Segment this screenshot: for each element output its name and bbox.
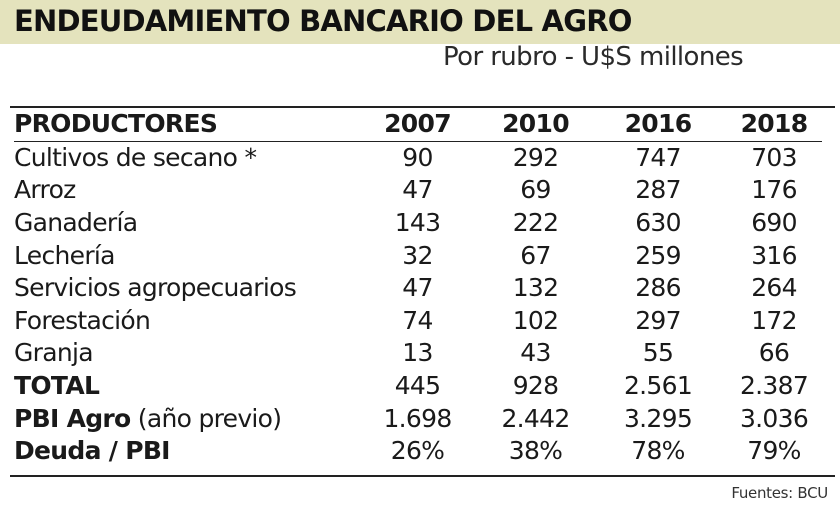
table-cell: 3.295 [623, 403, 693, 433]
column-header-2007: 2007 [354, 108, 481, 142]
table-cell: 78% [631, 436, 685, 466]
table-cell: 297 [635, 305, 681, 335]
row-label: Arroz [14, 175, 76, 205]
table-cell: 292 [512, 142, 559, 172]
row-label: Cultivos de secano * [14, 142, 257, 172]
column-header-2010: 2010 [481, 108, 590, 142]
source-note: Fuentes: BCU [731, 484, 828, 502]
table-cell: 55 [642, 338, 674, 368]
table-cell: 287 [635, 175, 681, 205]
table-row-ganaderia: Ganadería 143 222 630 690 [14, 207, 822, 240]
table-cell: 445 [394, 371, 441, 401]
table-cell: 102 [512, 305, 559, 335]
table-cell: 928 [512, 371, 559, 401]
table-cell: 2.387 [739, 371, 809, 401]
table-cell: 286 [635, 273, 681, 303]
table-row-deuda-pbi: Deuda / PBI 26% 38% 78% 79% [14, 435, 822, 468]
table-cell: 79% [747, 436, 801, 466]
table-row-lecheria: Lechería 32 67 259 316 [14, 239, 822, 272]
row-label: Granja [14, 338, 94, 368]
table-row-cultivos: Cultivos de secano * 90 292 747 703 [14, 141, 822, 174]
table-cell: 13 [402, 338, 433, 368]
row-label: TOTAL [14, 371, 100, 401]
table-cell: 32 [402, 240, 433, 270]
table-cell: 747 [635, 142, 681, 172]
table-cell: 316 [751, 240, 797, 270]
debt-table: PRODUCTORES 2007 2010 2016 2018 Cultivos… [14, 108, 822, 468]
table-cell: 66 [758, 338, 790, 368]
table-row-pbi-agro: PBI Agro (año previo) 1.698 2.442 3.295 … [14, 402, 822, 435]
row-label: Deuda / PBI [14, 436, 170, 466]
chart-subtitle: Por rubro - U$S millones [443, 42, 744, 72]
table-row-granja: Granja 13 43 55 66 [14, 337, 822, 370]
table-cell: 172 [751, 305, 797, 335]
table-row-total: TOTAL 445 928 2.561 2.387 [14, 370, 822, 403]
table-cell: 26% [390, 436, 445, 466]
table-cell: 690 [751, 208, 797, 238]
table-row-forestacion: Forestación 74 102 297 172 [14, 305, 822, 338]
title-band [0, 0, 840, 44]
table-cell: 47 [402, 175, 433, 205]
bottom-rule [10, 475, 835, 477]
row-label: Servicios agropecuarios [14, 273, 297, 303]
table-cell: 2.442 [501, 403, 570, 433]
row-label: Forestación [14, 305, 151, 335]
table-cell: 38% [508, 436, 563, 466]
table-cell: 259 [635, 240, 681, 270]
table-cell: 90 [402, 142, 433, 172]
chart-title: ENDEUDAMIENTO BANCARIO DEL AGRO [14, 4, 632, 38]
table-row-servicios: Servicios agropecuarios 47 132 286 264 [14, 272, 822, 305]
table-cell: 43 [520, 338, 551, 368]
row-label-suffix: (año previo) [130, 403, 282, 433]
table-cell: 132 [512, 273, 559, 303]
table-cell: 176 [751, 175, 797, 205]
table-cell: 2.561 [623, 371, 693, 401]
table-cell: 74 [402, 305, 433, 335]
row-label-main: PBI Agro [14, 403, 131, 433]
table-cell: 264 [751, 273, 797, 303]
column-header-2018: 2018 [726, 108, 822, 142]
table-cell: 703 [751, 142, 797, 172]
row-label: Lechería [14, 240, 115, 270]
table-cell: 69 [520, 175, 551, 205]
row-label: PBI Agro (año previo) [14, 402, 354, 435]
table-cell: 1.698 [383, 403, 452, 433]
column-header-2016: 2016 [590, 108, 726, 142]
table-header-row: PRODUCTORES 2007 2010 2016 2018 [14, 108, 822, 142]
column-header-productores: PRODUCTORES [14, 108, 354, 142]
row-label: Ganadería [14, 208, 138, 238]
table-cell: 47 [402, 273, 433, 303]
top-rule [10, 106, 835, 108]
table-cell: 630 [635, 208, 681, 238]
table-cell: 3.036 [739, 403, 809, 433]
table-row-arroz: Arroz 47 69 287 176 [14, 174, 822, 207]
table-cell: 67 [520, 240, 551, 270]
table-cell: 143 [394, 208, 441, 238]
table-cell: 222 [512, 208, 559, 238]
